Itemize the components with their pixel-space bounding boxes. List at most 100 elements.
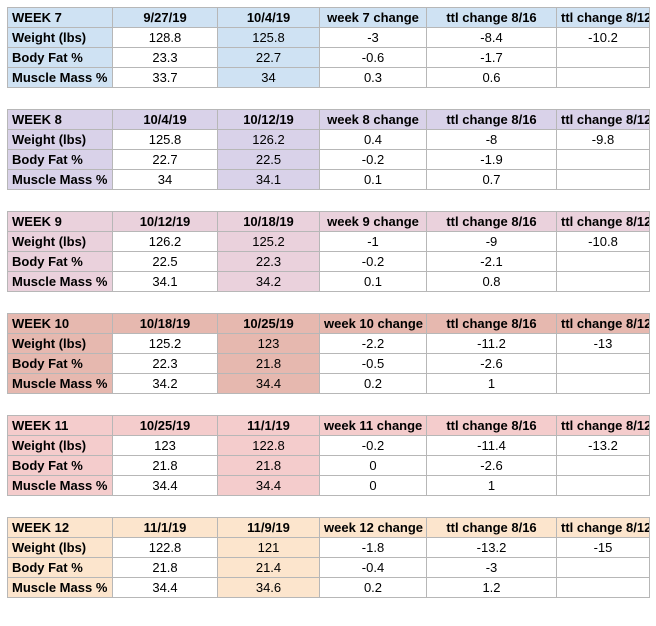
start-date-cell[interactable]: 11/1/19 <box>112 517 218 538</box>
start-value-cell[interactable]: 122.8 <box>112 537 218 558</box>
metric-label-cell[interactable]: Body Fat % <box>7 455 113 476</box>
end-value-cell[interactable]: 21.4 <box>217 557 320 578</box>
end-value-cell[interactable]: 34.1 <box>217 169 320 190</box>
start-value-cell[interactable]: 34.4 <box>112 475 218 496</box>
metric-label-cell[interactable]: Muscle Mass % <box>7 475 113 496</box>
ttl-change-0816-cell[interactable]: -11.2 <box>426 333 557 354</box>
start-value-cell[interactable]: 123 <box>112 435 218 456</box>
start-date-cell[interactable]: 10/4/19 <box>112 109 218 130</box>
week-change-cell[interactable]: 0.2 <box>319 577 427 598</box>
metric-label-cell[interactable]: Muscle Mass % <box>7 271 113 292</box>
end-value-cell[interactable]: 126.2 <box>217 129 320 150</box>
ttl-change-0812-header-cell[interactable]: ttl change 8/12 <box>556 313 650 334</box>
start-date-cell[interactable]: 10/25/19 <box>112 415 218 436</box>
week-change-cell[interactable]: -0.2 <box>319 149 427 170</box>
ttl-change-0816-cell[interactable]: -1.7 <box>426 47 557 68</box>
end-value-cell[interactable]: 21.8 <box>217 455 320 476</box>
week-label-cell[interactable]: WEEK 9 <box>7 211 113 232</box>
ttl-change-0812-cell[interactable] <box>556 47 650 68</box>
metric-label-cell[interactable]: Muscle Mass % <box>7 373 113 394</box>
ttl-change-0816-header-cell[interactable]: ttl change 8/16 <box>426 7 557 28</box>
start-value-cell[interactable]: 33.7 <box>112 67 218 88</box>
end-value-cell[interactable]: 22.3 <box>217 251 320 272</box>
metric-label-cell[interactable]: Body Fat % <box>7 353 113 374</box>
metric-label-cell[interactable]: Muscle Mass % <box>7 577 113 598</box>
end-value-cell[interactable]: 34.6 <box>217 577 320 598</box>
start-value-cell[interactable]: 23.3 <box>112 47 218 68</box>
end-value-cell[interactable]: 34.4 <box>217 373 320 394</box>
week-change-cell[interactable]: -3 <box>319 27 427 48</box>
week-change-cell[interactable]: -0.2 <box>319 251 427 272</box>
week-change-cell[interactable]: -0.4 <box>319 557 427 578</box>
ttl-change-0816-cell[interactable]: -2.1 <box>426 251 557 272</box>
start-value-cell[interactable]: 22.5 <box>112 251 218 272</box>
ttl-change-0816-header-cell[interactable]: ttl change 8/16 <box>426 313 557 334</box>
ttl-change-0816-cell[interactable]: -8 <box>426 129 557 150</box>
ttl-change-0812-header-cell[interactable]: ttl change 8/12 <box>556 109 650 130</box>
ttl-change-0816-cell[interactable]: -13.2 <box>426 537 557 558</box>
week-change-cell[interactable]: -1 <box>319 231 427 252</box>
ttl-change-0812-cell[interactable] <box>556 577 650 598</box>
week-change-cell[interactable]: 0.3 <box>319 67 427 88</box>
end-date-cell[interactable]: 10/12/19 <box>217 109 320 130</box>
ttl-change-0812-cell[interactable] <box>556 373 650 394</box>
week-change-cell[interactable]: -0.5 <box>319 353 427 374</box>
end-value-cell[interactable]: 121 <box>217 537 320 558</box>
ttl-change-0812-cell[interactable] <box>556 475 650 496</box>
metric-label-cell[interactable]: Weight (lbs) <box>7 129 113 150</box>
week-change-cell[interactable]: 0 <box>319 455 427 476</box>
ttl-change-0816-cell[interactable]: 1 <box>426 373 557 394</box>
metric-label-cell[interactable]: Weight (lbs) <box>7 537 113 558</box>
metric-label-cell[interactable]: Body Fat % <box>7 557 113 578</box>
week-change-cell[interactable]: 0.2 <box>319 373 427 394</box>
ttl-change-0816-cell[interactable]: -11.4 <box>426 435 557 456</box>
metric-label-cell[interactable]: Weight (lbs) <box>7 231 113 252</box>
ttl-change-0812-cell[interactable]: -13 <box>556 333 650 354</box>
ttl-change-0812-cell[interactable]: -13.2 <box>556 435 650 456</box>
ttl-change-0816-cell[interactable]: -1.9 <box>426 149 557 170</box>
start-value-cell[interactable]: 21.8 <box>112 557 218 578</box>
week-label-cell[interactable]: WEEK 8 <box>7 109 113 130</box>
week-change-cell[interactable]: -0.2 <box>319 435 427 456</box>
start-value-cell[interactable]: 125.2 <box>112 333 218 354</box>
ttl-change-0816-cell[interactable]: -8.4 <box>426 27 557 48</box>
week-change-header-cell[interactable]: week 11 change <box>319 415 427 436</box>
start-value-cell[interactable]: 21.8 <box>112 455 218 476</box>
ttl-change-0812-cell[interactable]: -9.8 <box>556 129 650 150</box>
week-change-header-cell[interactable]: week 10 change <box>319 313 427 334</box>
ttl-change-0816-cell[interactable]: -2.6 <box>426 353 557 374</box>
start-value-cell[interactable]: 34.2 <box>112 373 218 394</box>
ttl-change-0812-cell[interactable] <box>556 271 650 292</box>
week-change-cell[interactable]: -1.8 <box>319 537 427 558</box>
week-change-header-cell[interactable]: week 8 change <box>319 109 427 130</box>
week-change-cell[interactable]: 0.1 <box>319 169 427 190</box>
week-label-cell[interactable]: WEEK 12 <box>7 517 113 538</box>
end-value-cell[interactable]: 123 <box>217 333 320 354</box>
end-date-cell[interactable]: 10/18/19 <box>217 211 320 232</box>
metric-label-cell[interactable]: Body Fat % <box>7 251 113 272</box>
week-label-cell[interactable]: WEEK 7 <box>7 7 113 28</box>
metric-label-cell[interactable]: Weight (lbs) <box>7 435 113 456</box>
ttl-change-0816-cell[interactable]: 0.7 <box>426 169 557 190</box>
ttl-change-0816-cell[interactable]: 1 <box>426 475 557 496</box>
end-date-cell[interactable]: 10/25/19 <box>217 313 320 334</box>
ttl-change-0816-header-cell[interactable]: ttl change 8/16 <box>426 109 557 130</box>
week-change-cell[interactable]: 0.1 <box>319 271 427 292</box>
metric-label-cell[interactable]: Body Fat % <box>7 149 113 170</box>
week-label-cell[interactable]: WEEK 11 <box>7 415 113 436</box>
start-value-cell[interactable]: 34 <box>112 169 218 190</box>
metric-label-cell[interactable]: Weight (lbs) <box>7 333 113 354</box>
start-value-cell[interactable]: 128.8 <box>112 27 218 48</box>
start-value-cell[interactable]: 22.7 <box>112 149 218 170</box>
ttl-change-0812-header-cell[interactable]: ttl change 8/12 <box>556 415 650 436</box>
ttl-change-0816-cell[interactable]: 0.6 <box>426 67 557 88</box>
ttl-change-0812-cell[interactable]: -15 <box>556 537 650 558</box>
metric-label-cell[interactable]: Muscle Mass % <box>7 67 113 88</box>
ttl-change-0816-header-cell[interactable]: ttl change 8/16 <box>426 415 557 436</box>
start-date-cell[interactable]: 9/27/19 <box>112 7 218 28</box>
week-change-header-cell[interactable]: week 9 change <box>319 211 427 232</box>
end-value-cell[interactable]: 21.8 <box>217 353 320 374</box>
ttl-change-0812-cell[interactable] <box>556 67 650 88</box>
start-date-cell[interactable]: 10/18/19 <box>112 313 218 334</box>
end-value-cell[interactable]: 34.4 <box>217 475 320 496</box>
